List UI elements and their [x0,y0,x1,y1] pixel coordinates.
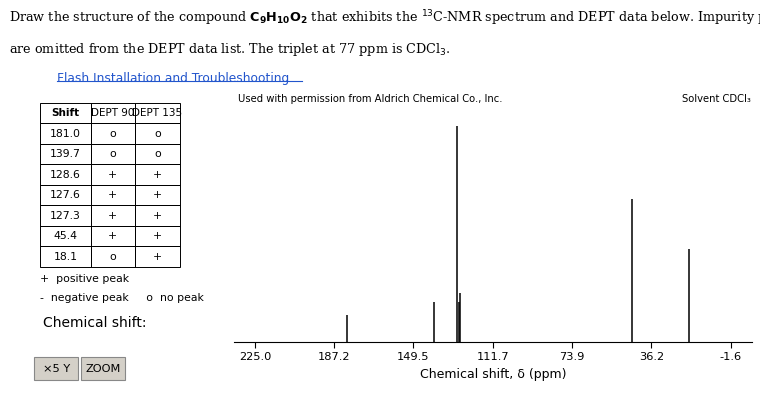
Text: o: o [109,128,116,139]
Text: are omitted from the DEPT data list. The triplet at 77 ppm is CDCl$_3$.: are omitted from the DEPT data list. The… [9,41,451,58]
Text: DEPT 90: DEPT 90 [91,108,135,118]
Text: +: + [108,231,118,241]
Text: +: + [153,231,162,241]
Text: +: + [153,252,162,262]
Text: +: + [108,211,118,221]
Text: +: + [153,190,162,200]
Text: +: + [153,211,162,221]
Text: ×5 Y: ×5 Y [43,363,70,374]
Text: 181.0: 181.0 [50,128,81,139]
Text: 127.6: 127.6 [50,190,81,200]
Text: +: + [108,169,118,180]
Text: +: + [108,190,118,200]
Text: o: o [109,149,116,159]
Text: DEPT 135: DEPT 135 [132,108,182,118]
Text: Shift: Shift [51,108,80,118]
Text: Flash Installation and Troubleshooting: Flash Installation and Troubleshooting [57,72,290,85]
X-axis label: Chemical shift, δ (ppm): Chemical shift, δ (ppm) [420,368,566,381]
Text: 128.6: 128.6 [50,169,81,180]
Text: ZOOM: ZOOM [86,363,121,374]
Text: 127.3: 127.3 [50,211,81,221]
Text: Solvent CDCl₃: Solvent CDCl₃ [682,94,751,104]
Text: o: o [154,149,160,159]
Text: -  negative peak     o  no peak: - negative peak o no peak [40,293,204,303]
Text: o: o [109,252,116,262]
Text: 139.7: 139.7 [50,149,81,159]
Text: o: o [154,128,160,139]
Text: 45.4: 45.4 [53,231,78,241]
Text: Draw the structure of the compound $\mathbf{C_9H_{10}O_2}$ that exhibits the $^{: Draw the structure of the compound $\mat… [9,9,760,28]
Text: +  positive peak: + positive peak [40,274,128,284]
Text: +: + [153,169,162,180]
Text: Used with permission from Aldrich Chemical Co., Inc.: Used with permission from Aldrich Chemic… [238,94,502,104]
Text: 18.1: 18.1 [53,252,78,262]
Text: Chemical shift:: Chemical shift: [43,316,147,329]
